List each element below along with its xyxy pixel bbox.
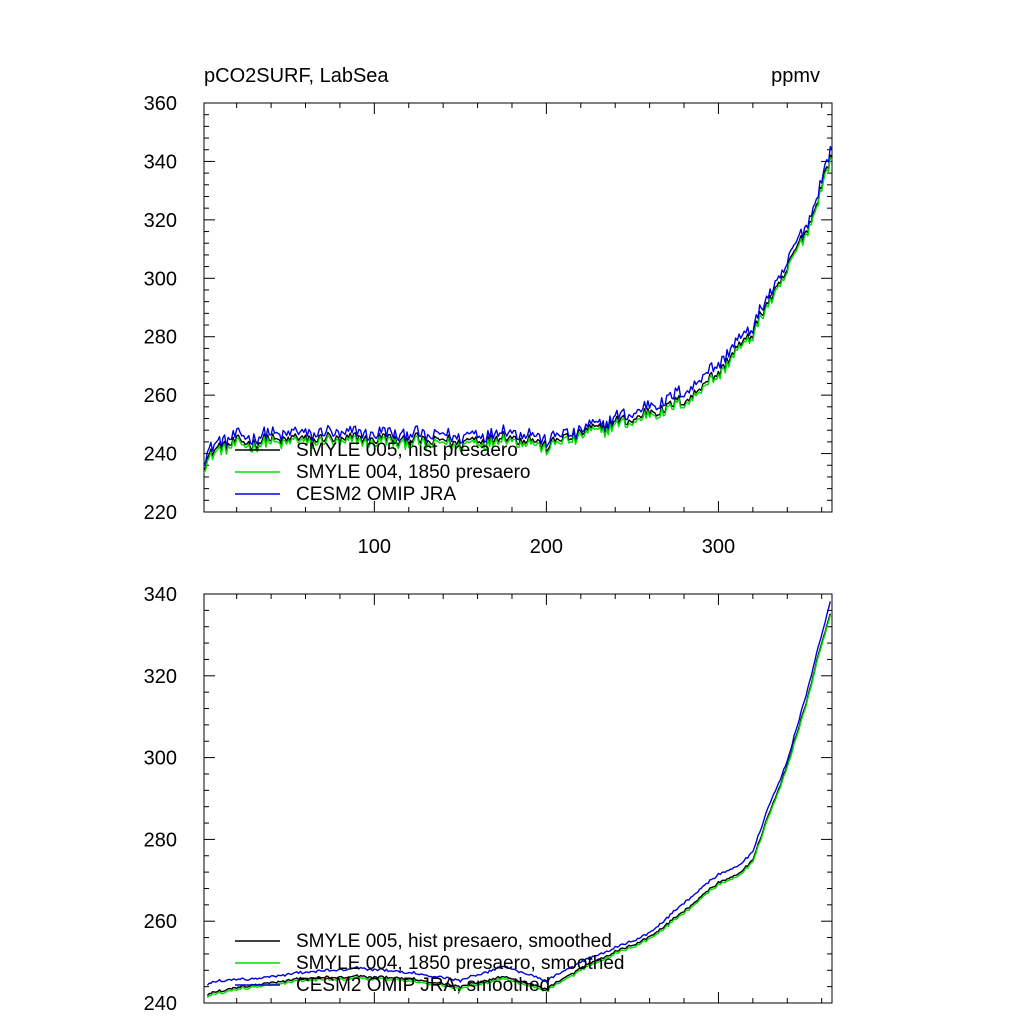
- plot-frame: [203, 593, 833, 1004]
- panel-top: pCO2SURF, LabSea ppmv 220 240 260 280 300 320…: [144, 65, 833, 558]
- plot-frame: [203, 102, 833, 513]
- legend-label-1: SMYLE 005, hist presaero: [296, 440, 518, 461]
- y-tick-label: 240: [144, 993, 177, 1015]
- legend-label-1: SMYLE 005, hist presaero, smoothed: [296, 931, 612, 952]
- x-tick-label: 300: [702, 536, 735, 558]
- y-tick-label: 260: [144, 911, 177, 933]
- series-line-2: [206, 615, 831, 999]
- panel-top-title-left: pCO2SURF, LabSea: [204, 65, 389, 87]
- panel-bottom: 240 260 280 300 320 340 SMYLE 005, hist presae…: [144, 584, 833, 1015]
- y-tick-label: 340: [144, 151, 177, 173]
- series-line-1: [203, 154, 833, 471]
- y-tick-label: 240: [144, 444, 177, 466]
- series-line-1: [206, 613, 831, 997]
- y-tick-label: 320: [144, 210, 177, 232]
- y-tick-label: 220: [144, 502, 177, 524]
- y-tick-label: 300: [144, 268, 177, 290]
- y-tick-label: 280: [144, 327, 177, 349]
- panel-top-title-right: ppmv: [771, 65, 820, 87]
- y-tick-label: 340: [144, 584, 177, 606]
- series-line-3: [203, 145, 833, 466]
- legend-label-2: SMYLE 004, 1850 presaero: [296, 462, 531, 483]
- y-tick-label: 260: [144, 385, 177, 407]
- series-line-3: [206, 601, 831, 986]
- y-tick-label: 280: [144, 829, 177, 851]
- y-tick-label: 320: [144, 666, 177, 688]
- x-tick-label: 100: [358, 536, 391, 558]
- y-tick-label: 360: [144, 93, 177, 115]
- legend-label-3: CESM2 OMIP JRA, smoothed: [296, 975, 550, 996]
- legend-label-3: CESM2 OMIP JRA: [296, 484, 456, 505]
- series-line-2: [203, 157, 833, 474]
- x-tick-label: 200: [530, 536, 563, 558]
- y-tick-label: 300: [144, 748, 177, 770]
- legend-label-2: SMYLE 004, 1850 presaero, smoothed: [296, 953, 624, 974]
